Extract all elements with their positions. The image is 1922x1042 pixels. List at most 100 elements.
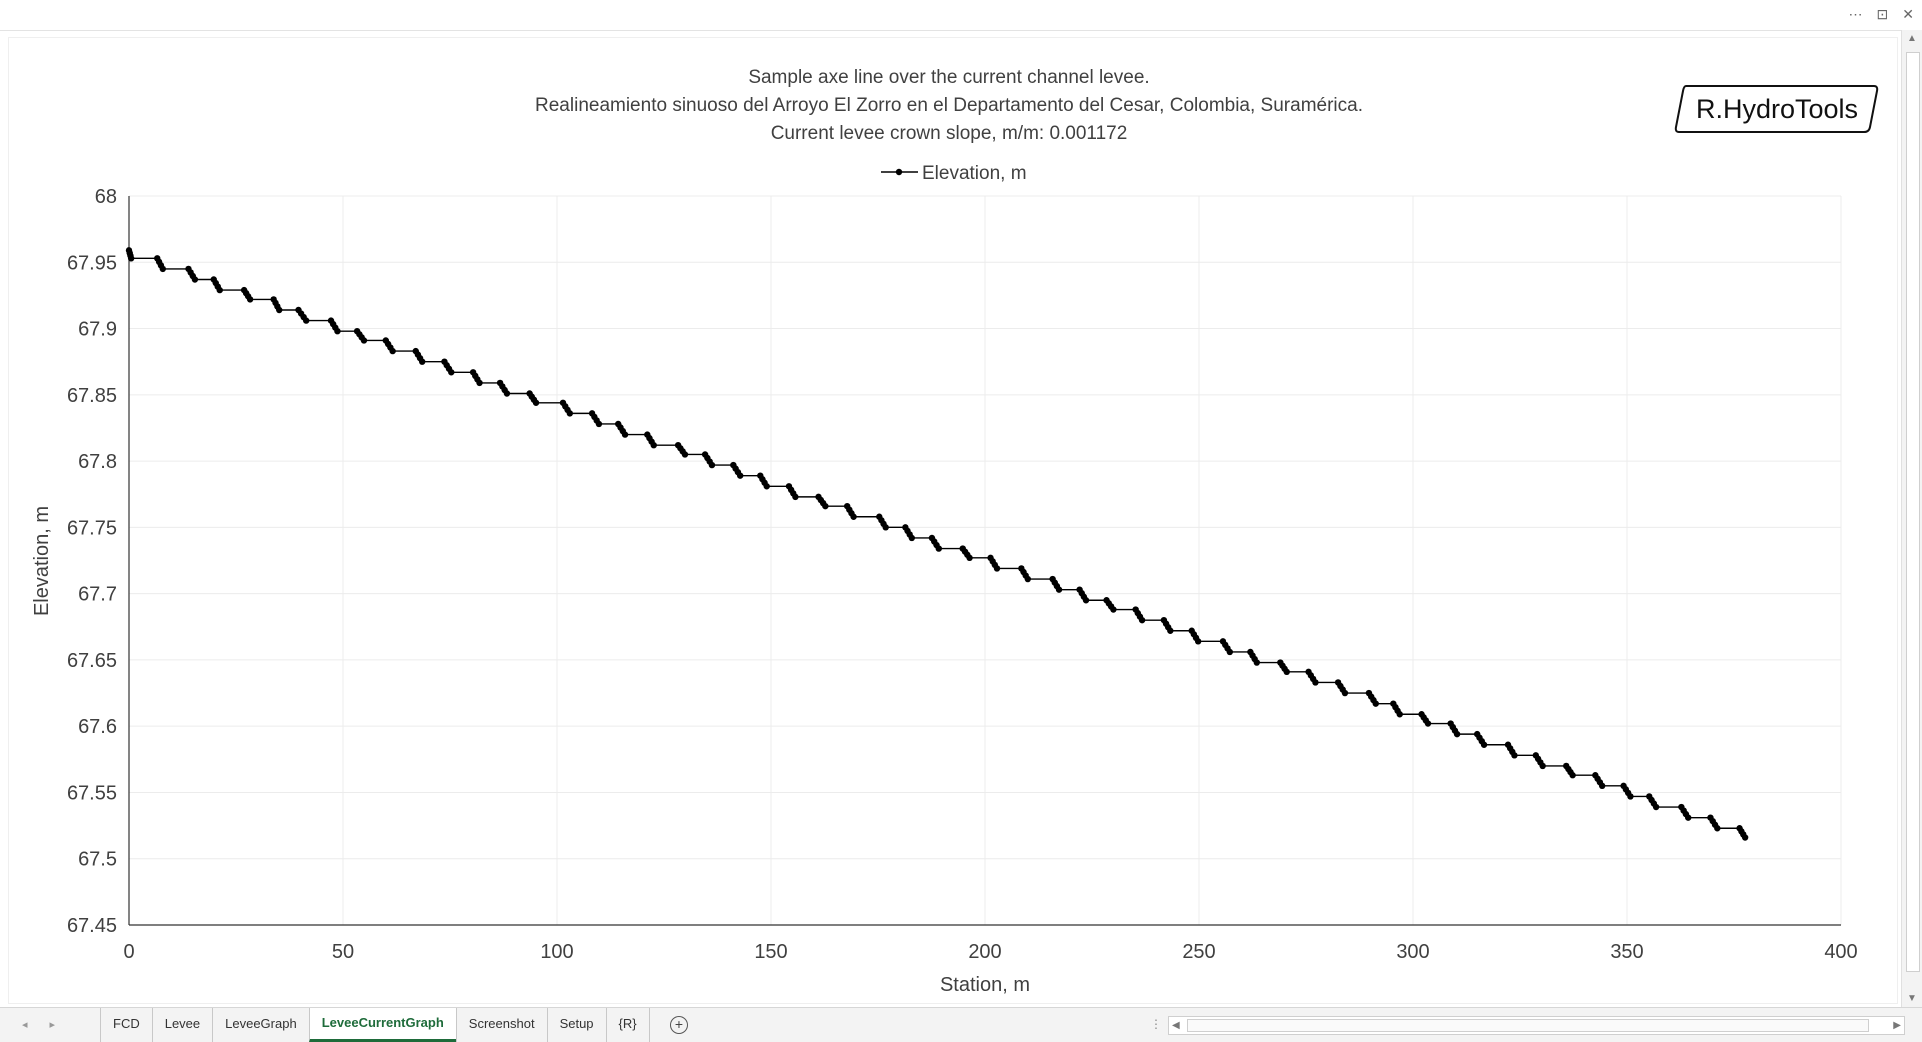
data-point (1136, 613, 1144, 620)
chart-area[interactable]: 67.45 67.5 67.55 67.6 67.65 67.7 67.75 67.8 67.8… (8, 37, 1898, 1004)
data-point (300, 313, 307, 321)
data-point (848, 510, 855, 517)
x-tick-label: 0 (123, 941, 134, 963)
legend-marker (895, 168, 903, 176)
data-point (474, 376, 481, 383)
data-point (564, 406, 571, 414)
grid-lines (128, 195, 1842, 926)
data-series (125, 247, 1749, 841)
window-controls: ⋯ ⊡ ✕ (1849, 6, 1914, 23)
vertical-scrollbar[interactable]: ▲ ▼ (1901, 30, 1922, 1007)
y-axis-title: Elevation, m (31, 506, 53, 616)
sheet-tabs: FCD Levee LeveeGraph LeveeCurrentGraph S… (100, 1008, 650, 1042)
chart-title-line: Sample axe line over the current channel… (748, 67, 1149, 88)
data-point (991, 561, 999, 569)
next-sheet-icon[interactable]: ▸ (49, 1019, 56, 1031)
y-tick-label: 67.75 (67, 517, 117, 539)
x-tick-label: 50 (332, 941, 354, 963)
data-point (1192, 634, 1200, 642)
legend-label: Elevation, m (922, 163, 1027, 184)
data-point (416, 354, 424, 362)
x-tick-label: 350 (1610, 941, 1643, 963)
data-point (445, 365, 453, 372)
line-chart: 67.45 67.5 67.55 67.6 67.65 67.7 67.75 67.8 67.8… (31, 67, 1858, 996)
y-tick-label: 67.8 (78, 451, 117, 473)
x-axis-title: Station, m (940, 974, 1030, 996)
x-tick-label: 150 (754, 941, 787, 963)
add-sheet-button[interactable]: + (670, 1016, 688, 1034)
data-point (1339, 686, 1346, 693)
data-point (1164, 624, 1172, 631)
previous-sheet-icon[interactable]: ◂ (22, 1019, 28, 1031)
data-point (1022, 572, 1029, 579)
data-point (648, 438, 655, 445)
data-point (761, 479, 768, 486)
y-tick-label: 67.65 (67, 650, 117, 672)
y-tick-label: 68 (95, 186, 117, 208)
sheet-navigation: ◂ ▸ (22, 1018, 55, 1031)
axes (128, 196, 1841, 926)
y-tick-label: 67.9 (78, 319, 117, 341)
tab-levee[interactable]: Levee (151, 1008, 212, 1042)
tab-screenshot[interactable]: Screenshot (455, 1008, 547, 1042)
svg-text:R.HydroTools: R.HydroTools (1696, 94, 1858, 124)
data-point (819, 499, 827, 507)
horizontal-scroll-thumb[interactable] (1187, 1019, 1869, 1032)
data-point (1624, 789, 1632, 797)
data-point (933, 541, 940, 549)
data-point (1251, 655, 1258, 663)
data-point (906, 531, 913, 538)
scroll-left-icon[interactable]: ◀ (1172, 1020, 1180, 1031)
y-tick-label: 67.6 (78, 716, 117, 738)
chart-title-line: Current levee crown slope, m/m: 0.001172 (771, 123, 1128, 144)
data-point (1281, 665, 1288, 672)
data-point (157, 262, 165, 269)
data-point (274, 303, 281, 310)
chart-title-line: Realineamiento sinuoso del Arroyo El Zor… (535, 95, 1363, 116)
data-point (1478, 738, 1485, 745)
data-point (1711, 821, 1719, 828)
horizontal-scrollbar[interactable]: ◀ ▶ (1168, 1016, 1905, 1035)
data-point (127, 252, 134, 259)
title-bar: ⋯ ⊡ ✕ (0, 0, 1922, 31)
y-tick-label: 67.45 (67, 915, 117, 937)
x-tick-label: 300 (1396, 941, 1429, 963)
tab-r[interactable]: {R} (605, 1008, 650, 1042)
scroll-right-icon[interactable]: ▶ (1893, 1020, 1901, 1031)
data-point (387, 344, 394, 351)
data-point (706, 458, 713, 465)
data-point (593, 417, 600, 424)
data-point (1451, 727, 1459, 734)
y-tick-label: 67.95 (67, 252, 117, 274)
data-point (1509, 748, 1516, 756)
data-point (1107, 603, 1115, 610)
vertical-scroll-thumb[interactable] (1906, 52, 1920, 972)
tab-leveecurrentgraph[interactable]: LeveeCurrentGraph (308, 1008, 456, 1042)
tab-setup[interactable]: Setup (546, 1008, 606, 1042)
y-tick-label: 67.55 (67, 782, 117, 804)
data-point (1537, 759, 1544, 766)
y-tick-label: 67.7 (78, 584, 117, 606)
restore-window-icon[interactable]: ⊡ (1876, 6, 1889, 22)
tab-fcd[interactable]: FCD (100, 1008, 152, 1042)
data-point (501, 386, 508, 394)
data-point (1567, 768, 1574, 776)
data-point (1080, 593, 1088, 600)
data-point (1422, 717, 1430, 724)
sheet-tab-bar: ◂ ▸ FCD Levee LeveeGraph LeveeCurrentGra… (0, 1007, 1922, 1042)
scroll-up-icon[interactable]: ▲ (1907, 33, 1917, 44)
data-point (358, 334, 365, 341)
close-icon[interactable]: ✕ (1902, 6, 1914, 22)
tab-leveegraph[interactable]: LeveeGraph (212, 1008, 309, 1042)
data-point (1224, 645, 1231, 652)
more-options-icon[interactable]: ⋯ (1848, 6, 1863, 22)
scroll-down-icon[interactable]: ▼ (1907, 993, 1917, 1004)
data-point (1394, 707, 1401, 714)
scroll-split-handle[interactable]: ⋮ (1150, 1017, 1162, 1031)
data-point (1370, 696, 1377, 704)
data-point (244, 293, 252, 300)
data-point (964, 551, 971, 558)
data-point (189, 272, 196, 280)
y-tick-label: 67.85 (67, 385, 117, 407)
data-point (679, 448, 686, 455)
